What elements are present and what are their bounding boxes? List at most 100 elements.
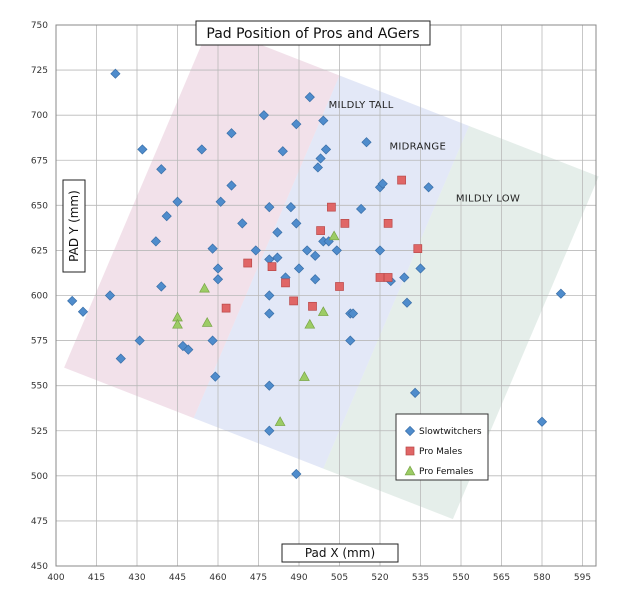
point-pro-females bbox=[328, 230, 340, 241]
point-slowtwitchers bbox=[250, 245, 261, 256]
point-pro-males bbox=[289, 296, 298, 306]
point-pro-females bbox=[304, 318, 316, 329]
x-tick-label: 505 bbox=[331, 573, 348, 583]
point-slowtwitchers bbox=[183, 344, 194, 355]
point-slowtwitchers bbox=[415, 263, 426, 274]
point-pro-males bbox=[375, 273, 385, 282]
point-pro-males bbox=[281, 278, 290, 288]
y-tick-label: 675 bbox=[31, 156, 48, 166]
point-slowtwitchers bbox=[215, 196, 226, 207]
point-slowtwitchers bbox=[555, 288, 566, 299]
point-slowtwitchers bbox=[320, 144, 332, 155]
point-pro-females bbox=[299, 371, 310, 381]
y-tick-label: 475 bbox=[31, 517, 48, 527]
point-slowtwitchers bbox=[291, 119, 302, 130]
point-slowtwitchers bbox=[226, 128, 237, 139]
point-slowtwitchers bbox=[156, 164, 167, 175]
point-slowtwitchers bbox=[172, 196, 183, 207]
point-slowtwitchers bbox=[272, 227, 283, 238]
point-slowtwitchers bbox=[331, 245, 342, 256]
legend-label: Pro Males bbox=[419, 447, 462, 457]
chart-title: Pad Position of Pros and AGers bbox=[206, 26, 419, 42]
point-pro-females bbox=[199, 282, 210, 293]
point-slowtwitchers bbox=[264, 290, 275, 301]
point-slowtwitchers bbox=[377, 178, 388, 189]
point-slowtwitchers bbox=[258, 110, 269, 121]
x-tick-label: 460 bbox=[209, 573, 226, 583]
point-slowtwitchers bbox=[77, 306, 89, 317]
y-tick-label: 625 bbox=[31, 246, 48, 256]
legend: Slowtwitchers Pro Males Pro Females bbox=[395, 413, 489, 481]
x-tick-label: 520 bbox=[371, 573, 388, 583]
point-slowtwitchers bbox=[374, 245, 386, 256]
point-slowtwitchers bbox=[134, 335, 145, 346]
y-tick-label: 725 bbox=[31, 66, 48, 76]
point-slowtwitchers bbox=[161, 211, 172, 222]
point-pro-males bbox=[327, 202, 336, 212]
point-pro-males bbox=[413, 244, 423, 253]
point-pro-females bbox=[274, 416, 286, 426]
point-slowtwitchers bbox=[277, 146, 288, 157]
y-tick-label: 450 bbox=[31, 562, 48, 572]
point-pro-males bbox=[397, 175, 406, 185]
point-slowtwitchers bbox=[264, 425, 275, 436]
point-slowtwitchers bbox=[207, 243, 218, 254]
point-slowtwitchers bbox=[156, 281, 167, 292]
point-slowtwitchers bbox=[264, 202, 275, 213]
point-pro-males bbox=[221, 303, 231, 313]
point-slowtwitchers bbox=[207, 335, 218, 346]
point-slowtwitchers bbox=[347, 308, 359, 319]
point-slowtwitchers bbox=[315, 153, 326, 164]
point-slowtwitchers bbox=[401, 297, 413, 308]
point-slowtwitchers bbox=[150, 236, 161, 247]
point-pro-males bbox=[383, 273, 393, 282]
point-slowtwitchers bbox=[291, 218, 302, 229]
point-slowtwitchers bbox=[210, 371, 221, 382]
x-tick-label: 445 bbox=[169, 573, 186, 583]
point-pro-males bbox=[243, 258, 253, 268]
point-slowtwitchers bbox=[312, 162, 323, 173]
x-tick-label: 415 bbox=[88, 573, 105, 583]
x-tick-label: 400 bbox=[47, 573, 64, 583]
band-midrange bbox=[193, 75, 470, 469]
point-slowtwitchers bbox=[302, 245, 313, 256]
band-label: MILDLY TALL bbox=[329, 100, 394, 111]
band-labels: MILDLY TALL MIDRANGE MILDLY LOW bbox=[329, 100, 520, 205]
point-slowtwitchers bbox=[356, 203, 367, 215]
point-slowtwitchers bbox=[423, 182, 434, 193]
point-slowtwitchers bbox=[285, 202, 296, 213]
x-tick-label: 490 bbox=[290, 573, 307, 583]
y-tick-label: 500 bbox=[31, 472, 48, 482]
point-slowtwitchers bbox=[212, 263, 224, 274]
point-pro-males bbox=[335, 282, 344, 291]
point-slowtwitchers bbox=[67, 295, 78, 307]
band-label: MIDRANGE bbox=[389, 141, 446, 152]
point-slowtwitchers bbox=[272, 252, 283, 263]
legend-marker-pro-females bbox=[404, 465, 416, 476]
y-axis-label: PAD Y (mm) bbox=[67, 190, 81, 262]
y-tick-label: 750 bbox=[31, 21, 48, 31]
x-tick-label: 595 bbox=[574, 573, 591, 583]
point-slowtwitchers bbox=[196, 144, 207, 155]
point-slowtwitchers bbox=[345, 335, 356, 346]
legend-marker-pro-males bbox=[405, 446, 415, 456]
gridlines bbox=[55, 24, 597, 567]
point-slowtwitchers bbox=[104, 290, 116, 301]
point-slowtwitchers bbox=[304, 92, 315, 103]
point-pro-females bbox=[172, 318, 183, 329]
y-tick-label: 650 bbox=[31, 201, 48, 211]
legend-label: Slowtwitchers bbox=[419, 427, 482, 437]
y-tick-label: 575 bbox=[31, 337, 48, 347]
legend-label: Pro Females bbox=[419, 467, 474, 477]
point-pro-males bbox=[267, 262, 277, 271]
point-pro-females bbox=[317, 306, 329, 316]
point-slowtwitchers bbox=[115, 353, 126, 364]
x-tick-label: 565 bbox=[493, 573, 510, 583]
y-tick-label: 600 bbox=[31, 292, 48, 302]
point-slowtwitchers bbox=[310, 274, 321, 285]
x-tick-label: 475 bbox=[250, 573, 267, 583]
point-slowtwitchers bbox=[264, 380, 275, 391]
point-pro-males bbox=[316, 226, 325, 235]
y-axis-label-box: PAD Y (mm) bbox=[62, 179, 86, 273]
